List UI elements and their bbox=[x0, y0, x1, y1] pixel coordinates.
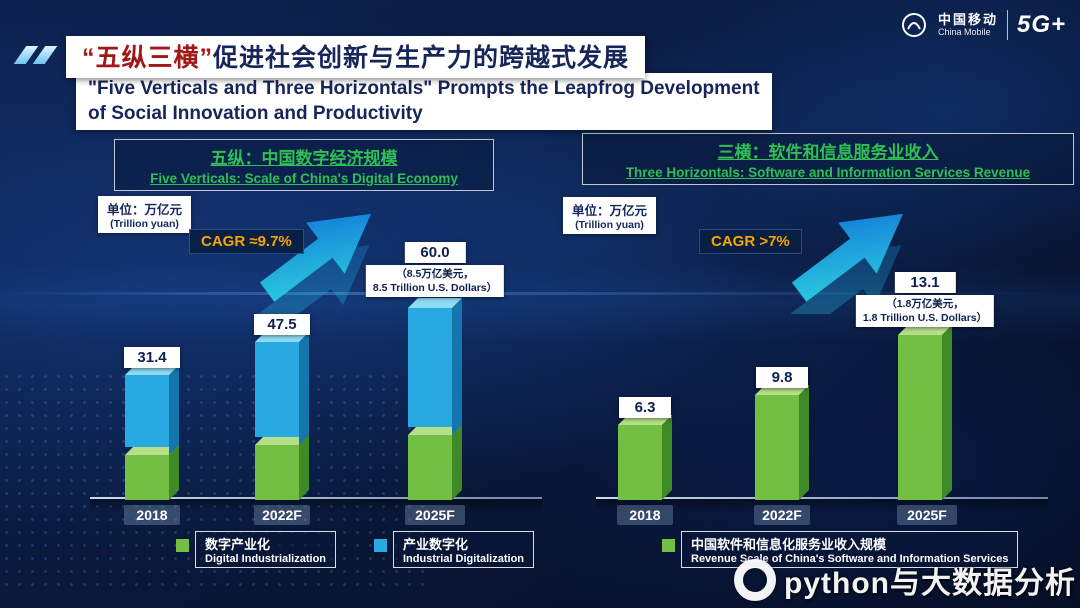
legend-label-en: Digital Industrialization bbox=[205, 553, 327, 565]
page-title-highlight: “五纵三横” bbox=[82, 44, 214, 72]
axis-baseline-right bbox=[596, 497, 1048, 499]
value-annotation: （8.5万亿美元， 8.5 Trillion U.S. Dollars） bbox=[365, 265, 505, 298]
page-subtitle: "Five Verticals and Three Horizontals" P… bbox=[76, 73, 772, 131]
section-header-right-zh: 三横：软件和信息服务业收入 bbox=[717, 143, 939, 162]
cagr-badge-right: CAGR >7% bbox=[699, 229, 802, 254]
brand-names: 中国移动 China Mobile bbox=[937, 11, 998, 38]
unit-left-en: (Trillion yuan) bbox=[110, 218, 179, 230]
5g-plus-logo: 5G+ bbox=[1016, 11, 1066, 38]
page-title: “五纵三横”促进社会创新与生产力的跨越式发展 bbox=[66, 36, 646, 78]
axis-label-2025f-left: 2025F bbox=[405, 505, 465, 525]
axis-shadow-right bbox=[596, 499, 1048, 513]
value-annotation-line2: 1.8 Trillion U.S. Dollars） bbox=[862, 312, 988, 325]
legend-label-en: Revenue Scale of China's Software and In… bbox=[691, 553, 1009, 565]
background-light-streak bbox=[0, 292, 1080, 295]
section-header-right-en: Three Horizontals: Software and Informat… bbox=[625, 165, 1031, 180]
value-label-2022f-left: 47.5 bbox=[254, 314, 310, 335]
brand-name-zh: 中国移动 bbox=[937, 11, 998, 27]
section-header-left-en: Five Verticals: Scale of China's Digital… bbox=[150, 171, 458, 186]
watermark: python与大数据分析 bbox=[734, 558, 1076, 602]
legend-swatch-digital-industrialization bbox=[176, 539, 189, 552]
value-label-2025f-left: 60.0 （8.5万亿美元， 8.5 Trillion U.S. Dollars… bbox=[365, 242, 505, 298]
brand-name-en: China Mobile bbox=[937, 27, 991, 38]
axis-shadow-left bbox=[90, 499, 542, 513]
brand-area: 中国移动 China Mobile 5G+ bbox=[899, 10, 1066, 40]
value-label-2025f-right: 13.1 （1.8万亿美元， 1.8 Trillion U.S. Dollars… bbox=[855, 272, 995, 328]
legend-digital-industrialization: 数字产业化 Digital Industrialization bbox=[195, 531, 337, 568]
axis-label-2022f-left: 2022F bbox=[254, 505, 310, 525]
page-subtitle-line1: "Five Verticals and Three Horizontals" P… bbox=[88, 78, 760, 99]
watermark-text: python与大数据分析 bbox=[784, 567, 1076, 600]
value-annotation-line1: （8.5万亿美元， bbox=[396, 268, 474, 280]
legend-industrial-digitalization: 产业数字化 Industrial Digitalization bbox=[393, 531, 535, 568]
section-header-right: 三横：软件和信息服务业收入 Three Horizontals: Softwar… bbox=[582, 133, 1074, 185]
growth-arrow-right-icon bbox=[790, 213, 903, 314]
value-label-2018-left: 31.4 bbox=[124, 347, 180, 368]
value-label-2022f-right: 9.8 bbox=[756, 367, 808, 388]
bar-2025f-right bbox=[898, 325, 952, 500]
value-annotation: （1.8万亿美元， 1.8 Trillion U.S. Dollars） bbox=[855, 295, 995, 328]
axis-label-2025f-right: 2025F bbox=[897, 505, 957, 525]
bar-2018-left bbox=[125, 365, 179, 500]
value-number: 60.0 bbox=[404, 242, 466, 263]
china-mobile-logo-icon bbox=[901, 13, 926, 37]
legend-label-zh: 产业数字化 bbox=[403, 537, 469, 552]
title-slashes-decoration bbox=[13, 46, 58, 64]
section-header-left-zh: 五纵：中国数字经济规模 bbox=[210, 149, 398, 168]
unit-right-en: (Trillion yuan) bbox=[575, 219, 644, 231]
bar-2018-right bbox=[618, 415, 672, 500]
legend-software-revenue: 中国软件和信息化服务业收入规模 Revenue Scale of China's… bbox=[681, 531, 1019, 568]
axis-label-2022f-right: 2022F bbox=[754, 505, 810, 525]
value-annotation-line1: （1.8万亿美元， bbox=[886, 298, 964, 310]
axis-baseline-left bbox=[90, 497, 542, 499]
bar-2022f-left bbox=[255, 332, 309, 500]
bar-2022f-right bbox=[755, 385, 809, 500]
legend-swatch-industrial-digitalization bbox=[374, 539, 387, 552]
axis-label-2018-right: 2018 bbox=[617, 505, 673, 525]
brand-divider bbox=[1006, 10, 1008, 40]
page-title-rest: 促进社会创新与生产力的跨越式发展 bbox=[213, 44, 630, 72]
legend-label-zh: 数字产业化 bbox=[205, 537, 271, 552]
cagr-badge-left: CAGR ≈9.7% bbox=[189, 229, 304, 254]
bar-2025f-left bbox=[408, 298, 462, 500]
growth-arrow-left-icon bbox=[258, 213, 371, 314]
legend-swatch-software-revenue bbox=[662, 539, 675, 552]
section-header-left: 五纵：中国数字经济规模 Five Verticals: Scale of Chi… bbox=[114, 139, 494, 191]
value-label-2018-right: 6.3 bbox=[619, 397, 671, 418]
legend-label-en: Industrial Digitalization bbox=[403, 553, 525, 565]
unit-box-left: 单位：万亿元 (Trillion yuan) bbox=[98, 196, 192, 233]
unit-left-zh: 单位：万亿元 bbox=[107, 203, 183, 217]
legend-label-zh: 中国软件和信息化服务业收入规模 bbox=[691, 537, 887, 552]
page-subtitle-line2: of Social Innovation and Productivity bbox=[88, 102, 423, 124]
unit-right-zh: 单位：万亿元 bbox=[572, 204, 648, 218]
value-annotation-line2: 8.5 Trillion U.S. Dollars） bbox=[372, 282, 498, 295]
axis-label-2018-left: 2018 bbox=[124, 505, 180, 525]
value-number: 13.1 bbox=[894, 272, 956, 293]
watermark-logo-icon bbox=[734, 559, 777, 601]
unit-box-right: 单位：万亿元 (Trillion yuan) bbox=[563, 197, 657, 234]
